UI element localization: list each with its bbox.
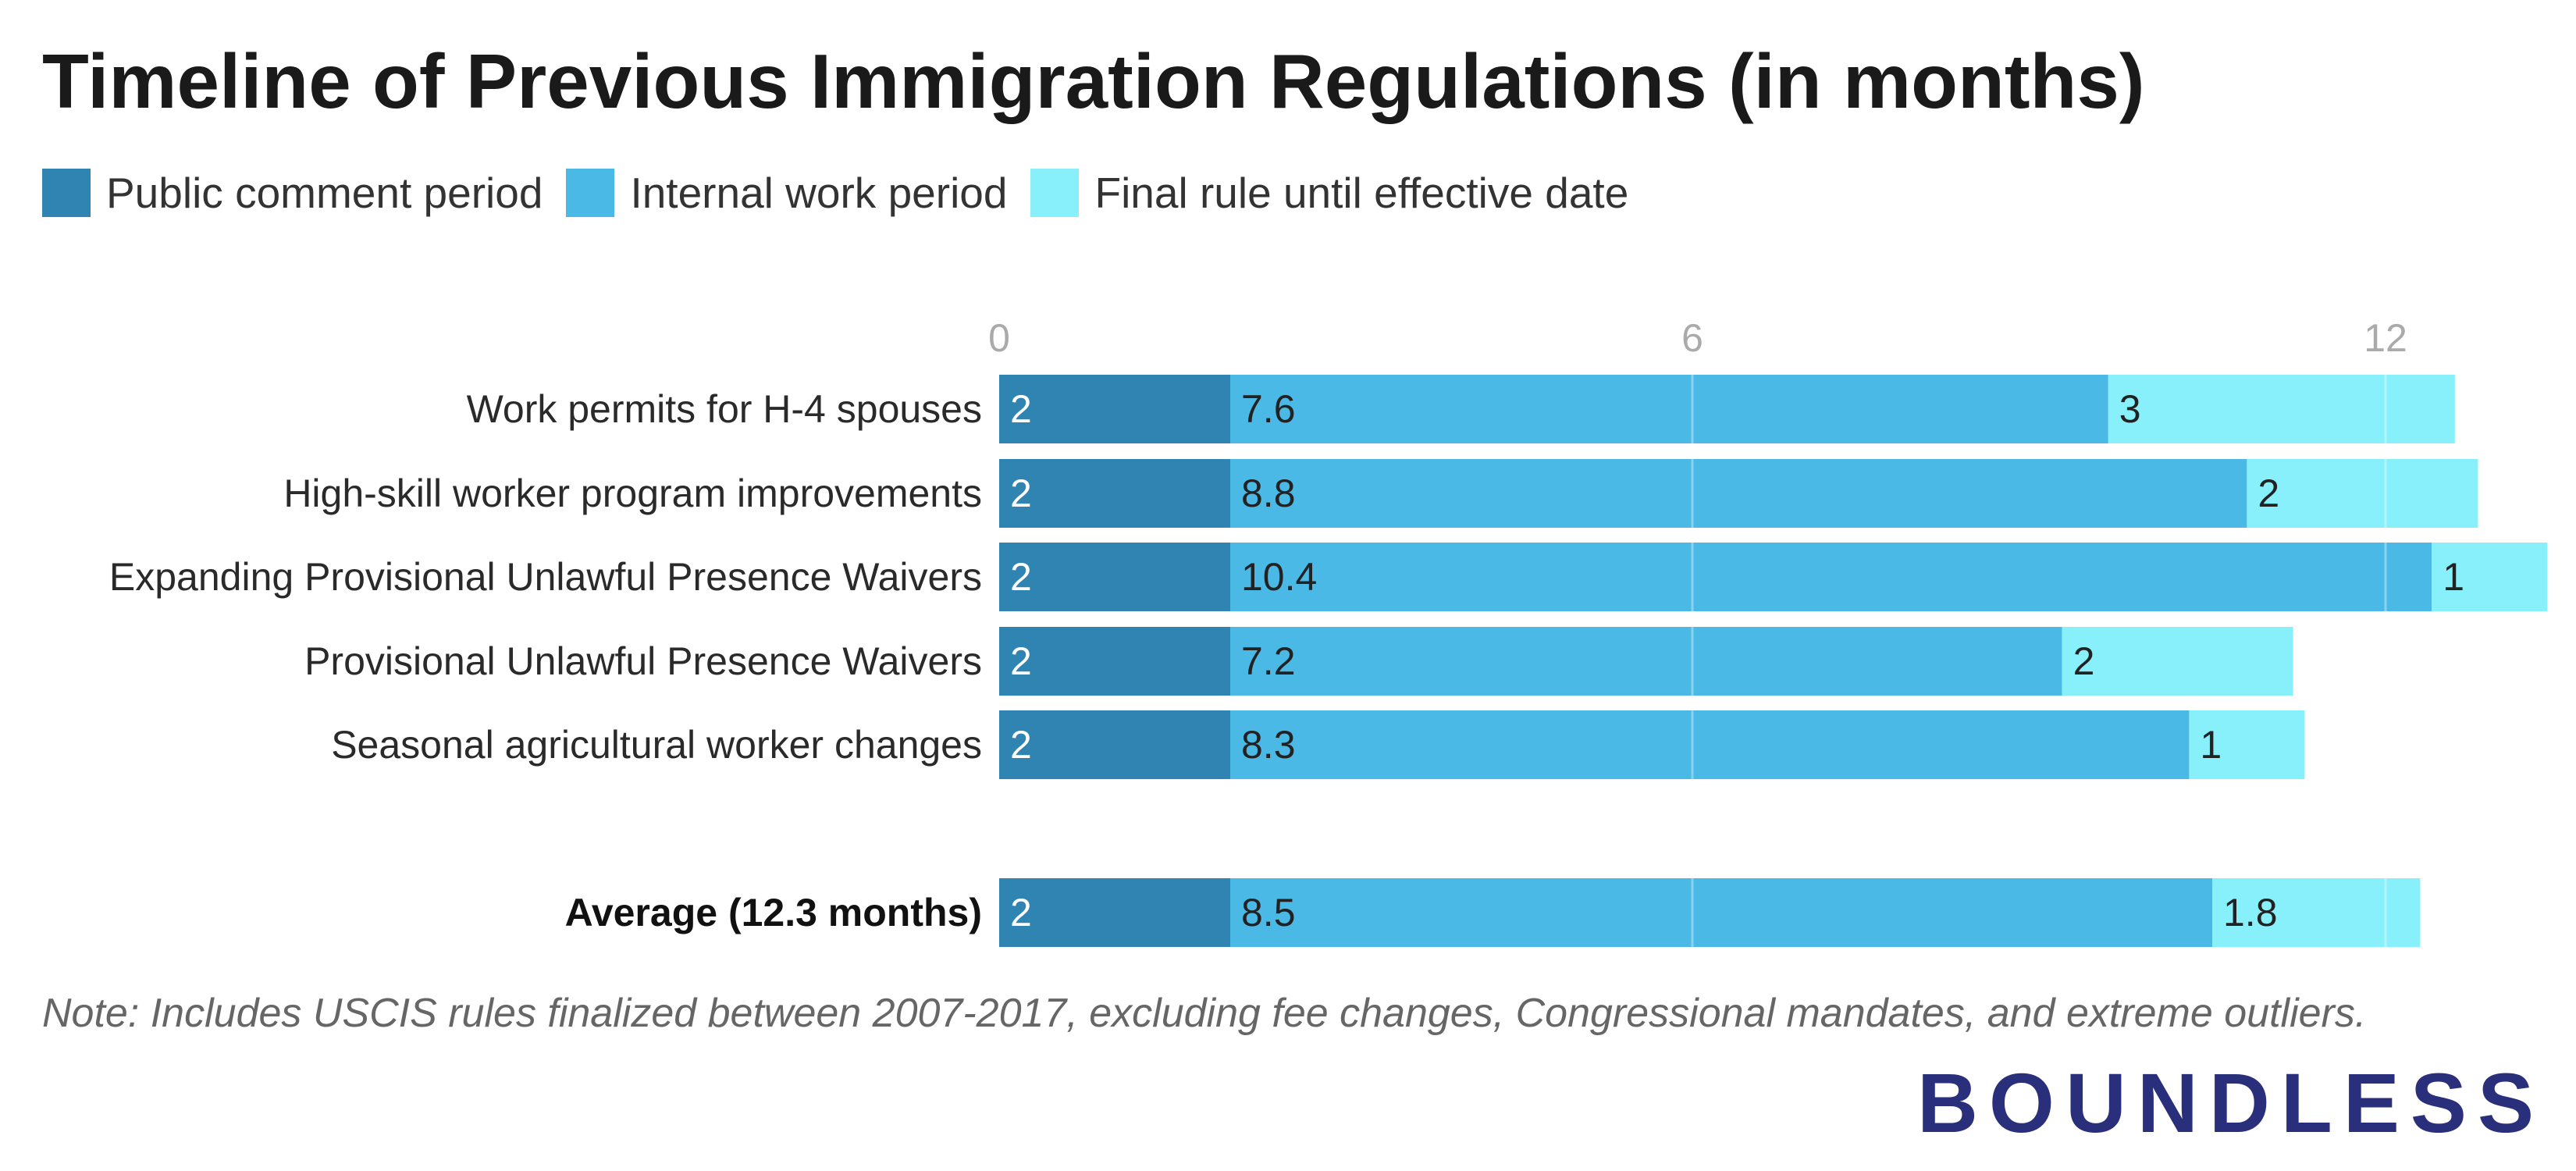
bar-segment-internal-work-period-1 [1230, 459, 2247, 528]
category-label-provisional-unlawful-presence-waivers: Provisional Unlawful Presence Waivers [304, 639, 982, 683]
bar-segment-final-rule-until-effective-date-1 [2247, 459, 2478, 528]
category-label-seasonal-agricultural-worker-changes: Seasonal agricultural worker changes [331, 723, 982, 767]
category-label-average-12-3-months: Average (12.3 months) [565, 891, 982, 934]
data-label-final-rule-until-effective-date-5: 1.8 [2223, 891, 2278, 934]
data-label-internal-work-period-2: 10.4 [1241, 555, 1317, 599]
bar-segment-public-comment-period-3 [999, 627, 1230, 696]
data-label-final-rule-until-effective-date-3: 2 [2073, 639, 2095, 683]
x-tick-label-6: 6 [1681, 316, 1703, 360]
data-label-final-rule-until-effective-date-2: 1 [2443, 555, 2464, 599]
bar-segment-internal-work-period-5 [1230, 878, 2212, 947]
x-tick-label-0: 0 [988, 316, 1010, 360]
legend-item-public-comment: Public comment period [42, 168, 543, 218]
bar-segment-public-comment-period-2 [999, 543, 1230, 611]
legend-swatch-public-comment [42, 169, 91, 217]
category-label-high-skill-worker-program-improvements: High-skill worker program improvements [283, 472, 982, 515]
footnote: Note: Includes USCIS rules finalized bet… [42, 991, 2367, 1036]
bar-segment-final-rule-until-effective-date-5 [2212, 878, 2421, 947]
bar-segment-final-rule-until-effective-date-3 [2062, 627, 2293, 696]
bar-segment-internal-work-period-3 [1230, 627, 2062, 696]
data-label-final-rule-until-effective-date-1: 2 [2258, 472, 2279, 515]
legend-label-public-comment: Public comment period [106, 169, 543, 217]
data-label-internal-work-period-1: 8.8 [1241, 472, 1296, 515]
bar-segment-final-rule-until-effective-date-2 [2432, 543, 2548, 611]
data-label-public-comment-period-5: 2 [1010, 891, 1032, 934]
category-label-expanding-provisional-unlawful-presence-waivers: Expanding Provisional Unlawful Presence … [109, 555, 982, 599]
data-label-public-comment-period-1: 2 [1010, 472, 1032, 515]
legend-item-final-rule: Final rule until effective date [1030, 168, 1628, 218]
data-label-internal-work-period-3: 7.2 [1241, 639, 1296, 683]
x-tick-label-12: 12 [2364, 316, 2407, 360]
legend-item-internal-work: Internal work period [566, 168, 1007, 218]
data-label-internal-work-period-4: 8.3 [1241, 723, 1296, 767]
legend-label-internal-work: Internal work period [630, 169, 1008, 217]
data-label-public-comment-period-2: 2 [1010, 555, 1032, 599]
bar-segment-public-comment-period-5 [999, 878, 1230, 947]
bar-segment-final-rule-until-effective-date-4 [2189, 710, 2305, 779]
boundless-logo: BOUNDLESS [1916, 1055, 2545, 1150]
bar-segment-internal-work-period-4 [1230, 710, 2190, 779]
data-label-final-rule-until-effective-date-0: 3 [2119, 387, 2141, 431]
legend: Public comment period Internal work peri… [42, 168, 1652, 218]
bar-segment-internal-work-period-2 [1230, 543, 2432, 611]
data-label-public-comment-period-4: 2 [1010, 723, 1032, 767]
category-label-work-permits-for-h-4-spouses: Work permits for H-4 spouses [467, 387, 982, 431]
bar-segment-public-comment-period-4 [999, 710, 1230, 779]
data-label-internal-work-period-0: 7.6 [1241, 387, 1296, 431]
bar-segment-public-comment-period-1 [999, 459, 1230, 528]
legend-swatch-final-rule [1030, 169, 1080, 217]
bar-segment-public-comment-period-0 [999, 375, 1230, 443]
legend-label-final-rule: Final rule until effective date [1094, 169, 1629, 217]
bar-segment-final-rule-until-effective-date-0 [2108, 375, 2455, 443]
data-label-public-comment-period-0: 2 [1010, 387, 1032, 431]
legend-swatch-internal-work [566, 169, 615, 217]
data-label-final-rule-until-effective-date-4: 1 [2200, 723, 2222, 767]
chart-title: Timeline of Previous Immigration Regulat… [42, 38, 2145, 124]
bar-segment-internal-work-period-0 [1230, 375, 2108, 443]
data-label-internal-work-period-5: 8.5 [1241, 891, 1296, 934]
data-label-public-comment-period-3: 2 [1010, 639, 1032, 683]
